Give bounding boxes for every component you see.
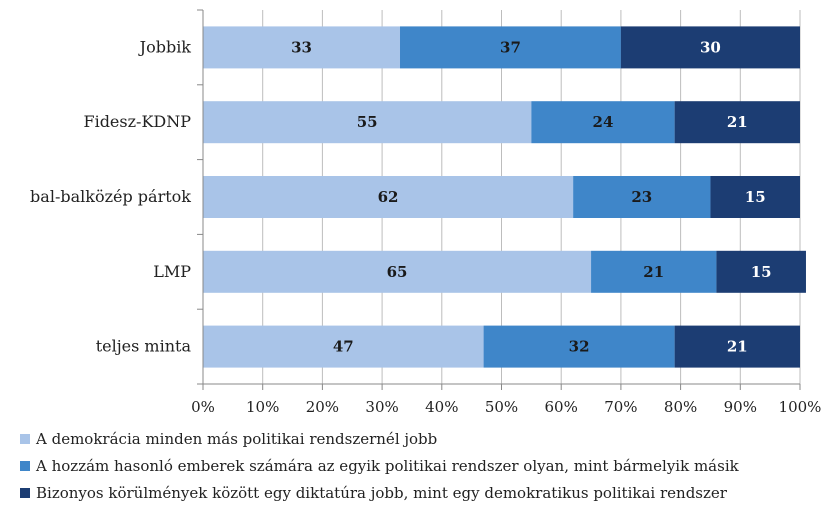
category-label: LMP [153,262,191,281]
x-tick-label: 30% [365,398,398,416]
stacked-bar-chart: 0% 10% 20% 30% 40% 50% 60% 70% 80% 90% 100% Jobbik 3… [30,9,821,416]
bar-segment-series-1 [203,325,484,368]
labels: 0% 10% 20% 30% 40% 50% 60% 70% 80% 90% 100% Jobbik 3… [30,37,821,416]
data-label: 15 [751,263,772,281]
legend-swatch-series-1 [20,433,30,444]
category-label: Jobbik [138,37,192,56]
data-label: 32 [569,338,590,356]
bar-segment-series-3 [620,26,800,69]
bar-segment-series-2 [591,250,717,293]
category-label: teljes minta [96,337,192,356]
data-label: 15 [745,188,766,206]
legend-item-series-2: A hozzám hasonló emberek számára az egyi… [20,452,825,479]
data-label: 21 [727,113,748,131]
legend-label-series-2: A hozzám hasonló emberek számára az egyi… [36,456,739,475]
bar-segment-series-2 [483,325,675,368]
data-label: 55 [357,113,378,131]
bar-segment-series-3 [674,325,800,368]
legend: A demokrácia minden más politikai rendsz… [20,425,825,506]
data-label: 33 [291,38,312,56]
x-tick-label: 20% [306,398,339,416]
legend-item-series-1: A demokrácia minden más politikai rendsz… [20,425,825,452]
legend-label-series-1: A demokrácia minden más politikai rendsz… [36,429,438,448]
x-tick-label: 70% [604,398,637,416]
data-label: 23 [631,188,652,206]
legend-item-series-3: Bizonyos körülmények között egy diktatúr… [20,479,825,506]
bar-segment-series-3 [674,101,800,144]
bar-segment-series-1 [203,176,574,218]
data-label: 47 [333,338,354,356]
bar-segment-series-2 [531,101,675,144]
legend-label-series-3: Bizonyos körülmények között egy diktatúr… [36,483,727,502]
x-tick-label: 80% [664,398,697,416]
x-tick-label: 40% [425,398,458,416]
x-tick-label: 90% [724,398,757,416]
axes [197,9,801,390]
legend-swatch-series-3 [20,487,30,498]
x-tick-label: 60% [545,398,578,416]
data-label: 37 [500,38,521,56]
legend-swatch-series-2 [20,460,30,471]
bar-segment-series-1 [203,250,592,293]
bars [203,26,806,368]
data-label: 24 [593,113,614,131]
bar-segment-series-2 [400,26,621,69]
bar-segment-series-3 [716,250,806,293]
bar-segment-series-2 [573,176,711,218]
data-label: 30 [700,38,721,56]
x-tick-label: 0% [191,398,215,416]
x-tick-label: 100% [779,398,822,416]
data-label: 21 [643,263,664,281]
x-tick-label: 10% [246,398,279,416]
data-label: 21 [727,338,748,356]
bar-segment-series-1 [203,26,401,69]
bar-segment-series-3 [710,176,800,218]
data-label: 65 [387,263,408,281]
category-label: Fidesz-KDNP [83,112,191,131]
bar-segment-series-1 [203,101,532,144]
x-tick-label: 50% [485,398,518,416]
data-label: 62 [378,188,399,206]
category-label: bal-balközép pártok [30,187,191,206]
